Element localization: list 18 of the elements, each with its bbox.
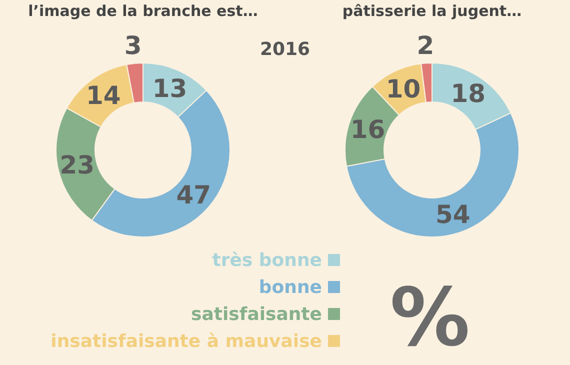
- chart-title: pâtisserie la jugent…: [342, 2, 522, 20]
- chart-title: l’image de la branche est…: [28, 2, 258, 20]
- legend-label: satisfaisante: [191, 304, 322, 325]
- data-label: 10: [386, 74, 421, 104]
- data-label: 47: [176, 180, 212, 210]
- data-label: 2: [416, 30, 434, 60]
- data-label: 14: [86, 81, 121, 110]
- data-label: 16: [350, 114, 386, 144]
- legend-label: bonne: [258, 277, 322, 298]
- text: 2016: [260, 39, 310, 60]
- data-label: 23: [60, 150, 95, 180]
- data-label: 18: [450, 78, 486, 108]
- data-label: 3: [124, 31, 142, 60]
- data-label: 54: [435, 200, 470, 229]
- data-label: 13: [152, 74, 188, 103]
- text: %: [390, 271, 470, 364]
- legend-label: très bonne: [212, 250, 322, 271]
- legend-label: insatisfaisante à mauvaise: [50, 331, 322, 352]
